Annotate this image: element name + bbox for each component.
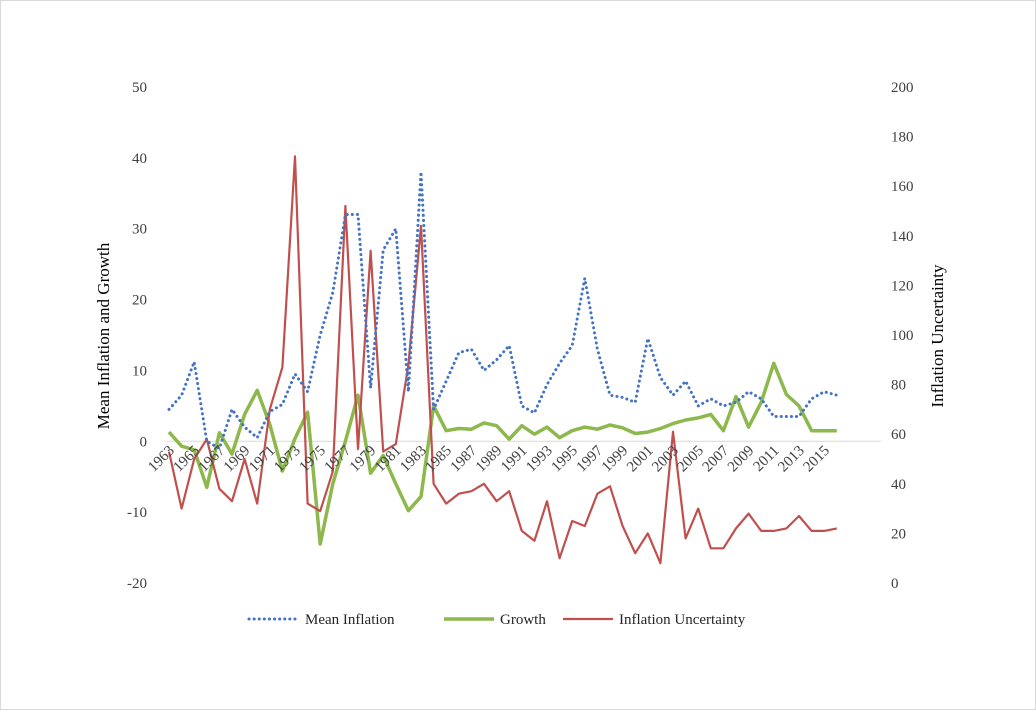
legend: Mean Inflation Growth Inflation Uncertaint… xyxy=(247,612,746,628)
x-tick-label: 1993 xyxy=(523,443,556,476)
right-y-tick-label: 80 xyxy=(891,378,906,394)
right-y-tick-label: 120 xyxy=(891,278,914,294)
x-tick-label: 2005 xyxy=(675,443,708,476)
x-tick-label: 2011 xyxy=(750,443,782,475)
left-y-tick-label: 50 xyxy=(132,80,147,96)
right-y-tick-label: 160 xyxy=(891,179,914,195)
left-y-tick-label: -10 xyxy=(127,505,147,521)
right-y-axis-title: Inflation Uncertainty xyxy=(928,264,947,408)
x-tick-label: 1991 xyxy=(498,443,531,476)
series-layer xyxy=(167,155,839,565)
right-y-tick-label: 60 xyxy=(891,427,906,443)
x-tick-label: 1999 xyxy=(599,443,632,476)
right-y-tick-label: 20 xyxy=(891,526,906,542)
x-tick-label: 1989 xyxy=(473,443,506,476)
left-y-tick-label: 40 xyxy=(132,151,147,167)
right-y-tick-label: 40 xyxy=(891,477,906,493)
right-y-tick-label: 140 xyxy=(891,229,914,245)
left-y-axis-title: Mean Inflation and Growth xyxy=(94,242,113,429)
left-y-axis-ticks: -20 -10 0 10 20 30 40 50 xyxy=(127,80,147,592)
legend-label-mean-inflation: Mean Inflation xyxy=(305,612,395,628)
right-y-axis-ticks: 0 20 40 60 80 100 120 140 160 180 200 xyxy=(891,80,914,592)
x-tick-label: 2009 xyxy=(725,443,758,476)
growth-series-line xyxy=(167,361,837,546)
left-y-tick-label: 0 xyxy=(140,434,148,450)
right-y-tick-label: 100 xyxy=(891,328,914,344)
x-tick-label: 2007 xyxy=(700,442,733,475)
x-tick-label: 2015 xyxy=(801,443,834,476)
left-y-tick-label: -20 xyxy=(127,576,147,592)
mean-inflation-series-line xyxy=(167,170,839,450)
x-tick-label: 1987 xyxy=(448,442,481,475)
x-tick-label: 2013 xyxy=(775,443,808,476)
x-tick-label: 2001 xyxy=(624,443,657,476)
x-tick-label: 1997 xyxy=(574,442,607,475)
x-tick-label: 1995 xyxy=(549,443,582,476)
right-y-tick-label: 180 xyxy=(891,130,914,146)
right-y-tick-label: 200 xyxy=(891,80,914,96)
left-y-tick-label: 10 xyxy=(132,363,147,379)
left-y-tick-label: 30 xyxy=(132,222,147,238)
inflation-uncertainty-series-line xyxy=(167,155,838,565)
legend-label-inflation-uncertainty: Inflation Uncertainty xyxy=(619,612,746,628)
left-y-tick-label: 20 xyxy=(132,293,147,309)
legend-label-growth: Growth xyxy=(500,612,546,628)
right-y-tick-label: 0 xyxy=(891,576,899,592)
